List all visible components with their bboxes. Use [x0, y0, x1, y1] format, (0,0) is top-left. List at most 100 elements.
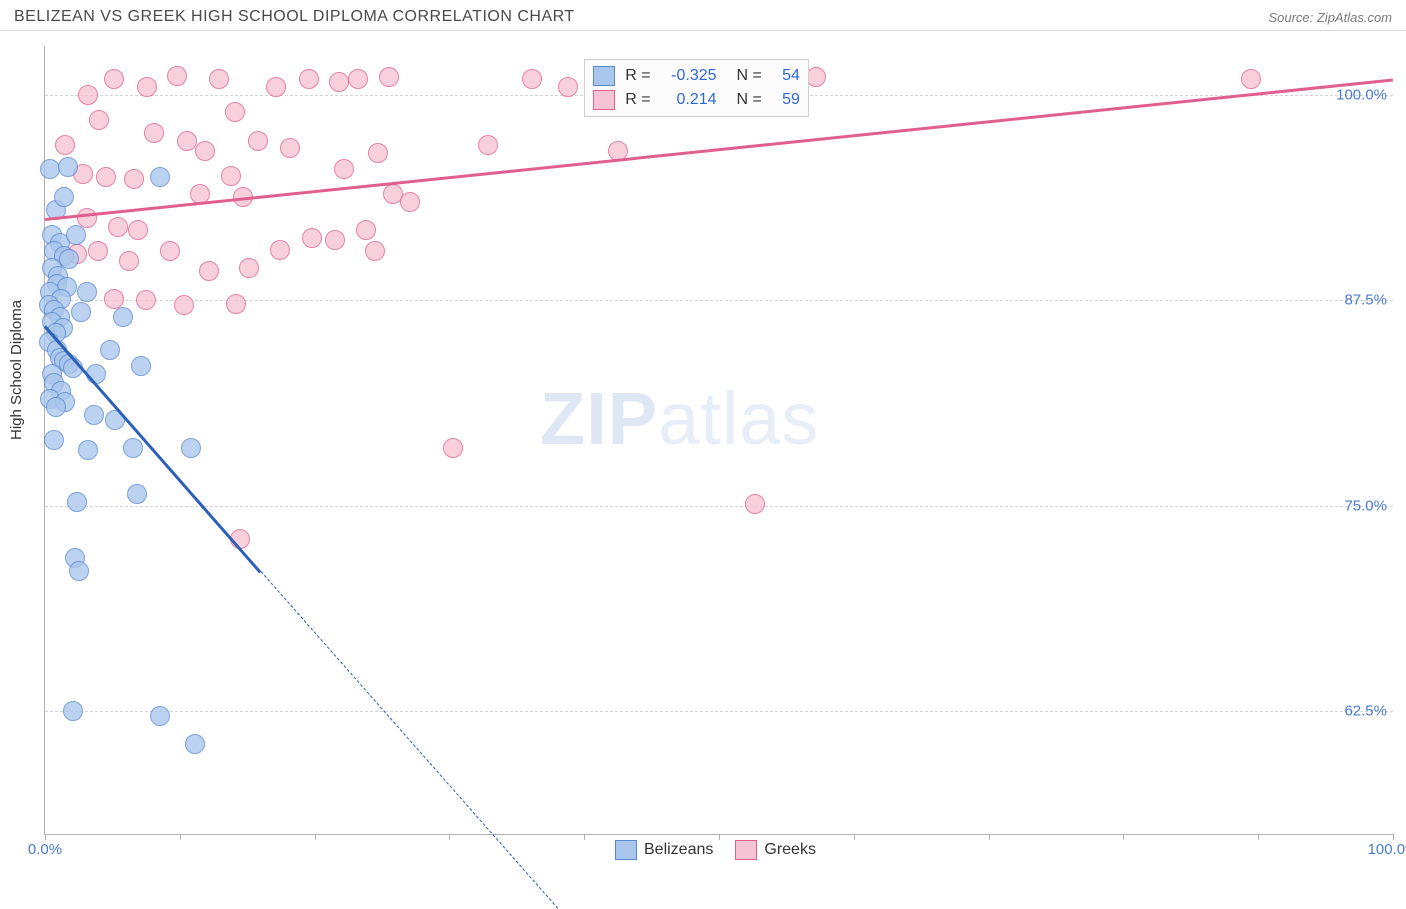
y-axis-label: High School Diploma: [8, 300, 25, 440]
greeks-point: [89, 110, 109, 130]
greeks-point: [266, 77, 286, 97]
x-tick-mark: [315, 834, 316, 840]
x-tick-mark: [180, 834, 181, 840]
r-label: R =: [625, 91, 650, 109]
belizeans-point: [150, 167, 170, 187]
legend-item: Greeks: [735, 840, 816, 860]
legend-swatch: [735, 840, 757, 860]
x-tick-mark: [1393, 834, 1394, 840]
greeks-point: [88, 241, 108, 261]
legend-label: Greeks: [764, 841, 816, 859]
x-tick-mark: [854, 834, 855, 840]
watermark: ZIPatlas: [540, 376, 819, 461]
series-swatch: [593, 90, 615, 110]
y-tick-label: 100.0%: [1336, 87, 1387, 104]
grid-line: [45, 711, 1393, 712]
belizeans-point: [54, 187, 74, 207]
greeks-point: [96, 167, 116, 187]
greeks-point: [302, 228, 322, 248]
source-attribution: Source: ZipAtlas.com: [1268, 10, 1392, 25]
greeks-point: [745, 494, 765, 514]
greeks-point: [522, 69, 542, 89]
belizeans-point: [66, 225, 86, 245]
greeks-point: [209, 69, 229, 89]
belizeans-point: [127, 484, 147, 504]
greeks-point: [239, 258, 259, 278]
greeks-point: [55, 135, 75, 155]
greeks-point: [174, 295, 194, 315]
stats-row: R = 0.214 N = 59: [593, 88, 800, 112]
greeks-point: [443, 438, 463, 458]
greeks-point: [119, 251, 139, 271]
belizeans-point: [67, 492, 87, 512]
legend-label: Belizeans: [644, 841, 713, 859]
belizeans-point: [113, 307, 133, 327]
plot-area: ZIPatlas 62.5%75.0%87.5%100.0%0.0%100.0%…: [44, 46, 1393, 835]
belizeans-point: [181, 438, 201, 458]
greeks-point: [248, 131, 268, 151]
greeks-point: [160, 241, 180, 261]
x-tick-mark: [1258, 834, 1259, 840]
n-label: N =: [737, 91, 762, 109]
greeks-point: [1241, 69, 1261, 89]
greeks-point: [400, 192, 420, 212]
greeks-point: [78, 85, 98, 105]
greeks-point: [108, 217, 128, 237]
greeks-point: [128, 220, 148, 240]
greeks-point: [325, 230, 345, 250]
belizeans-point: [44, 430, 64, 450]
belizeans-point: [59, 249, 79, 269]
greeks-point: [368, 143, 388, 163]
n-label: N =: [737, 67, 762, 85]
stats-box: R =-0.325N =54R =0.214N =59: [584, 59, 809, 117]
chart-header: BELIZEAN VS GREEK HIGH SCHOOL DIPLOMA CO…: [0, 0, 1406, 31]
watermark-atlas: atlas: [658, 377, 819, 460]
greeks-point: [299, 69, 319, 89]
stats-row: R =-0.325N =54: [593, 64, 800, 88]
grid-line: [45, 300, 1393, 301]
belizeans-point: [123, 438, 143, 458]
x-tick-mark: [45, 834, 46, 840]
greeks-point: [136, 290, 156, 310]
r-value: 0.214: [661, 91, 717, 109]
greeks-point: [226, 294, 246, 314]
greeks-point: [329, 72, 349, 92]
chart-title: BELIZEAN VS GREEK HIGH SCHOOL DIPLOMA CO…: [14, 8, 575, 26]
x-tick-mark: [449, 834, 450, 840]
n-value: 59: [772, 91, 800, 109]
greeks-point: [270, 240, 290, 260]
trend-line: [44, 326, 262, 574]
greeks-point: [104, 289, 124, 309]
greeks-point: [177, 131, 197, 151]
belizeans-point: [58, 157, 78, 177]
y-tick-label: 87.5%: [1344, 292, 1387, 309]
greeks-point: [478, 135, 498, 155]
greeks-point: [167, 66, 187, 86]
greeks-point: [230, 529, 250, 549]
x-tick-mark: [584, 834, 585, 840]
r-label: R =: [625, 67, 650, 85]
greeks-point: [379, 67, 399, 87]
belizeans-point: [63, 701, 83, 721]
belizeans-point: [150, 706, 170, 726]
greeks-point: [144, 123, 164, 143]
belizeans-point: [46, 397, 66, 417]
belizeans-point: [84, 405, 104, 425]
trend-line: [260, 571, 557, 908]
greeks-point: [806, 67, 826, 87]
greeks-point: [137, 77, 157, 97]
legend-swatch: [615, 840, 637, 860]
greeks-point: [558, 77, 578, 97]
belizeans-point: [78, 440, 98, 460]
greeks-point: [124, 169, 144, 189]
x-tick-label: 100.0%: [1368, 841, 1406, 858]
belizeans-point: [185, 734, 205, 754]
greeks-point: [104, 69, 124, 89]
greeks-point: [356, 220, 376, 240]
belizeans-point: [100, 340, 120, 360]
y-tick-label: 75.0%: [1344, 497, 1387, 514]
grid-line: [45, 506, 1393, 507]
x-tick-mark: [989, 834, 990, 840]
belizeans-point: [71, 302, 91, 322]
greeks-point: [348, 69, 368, 89]
